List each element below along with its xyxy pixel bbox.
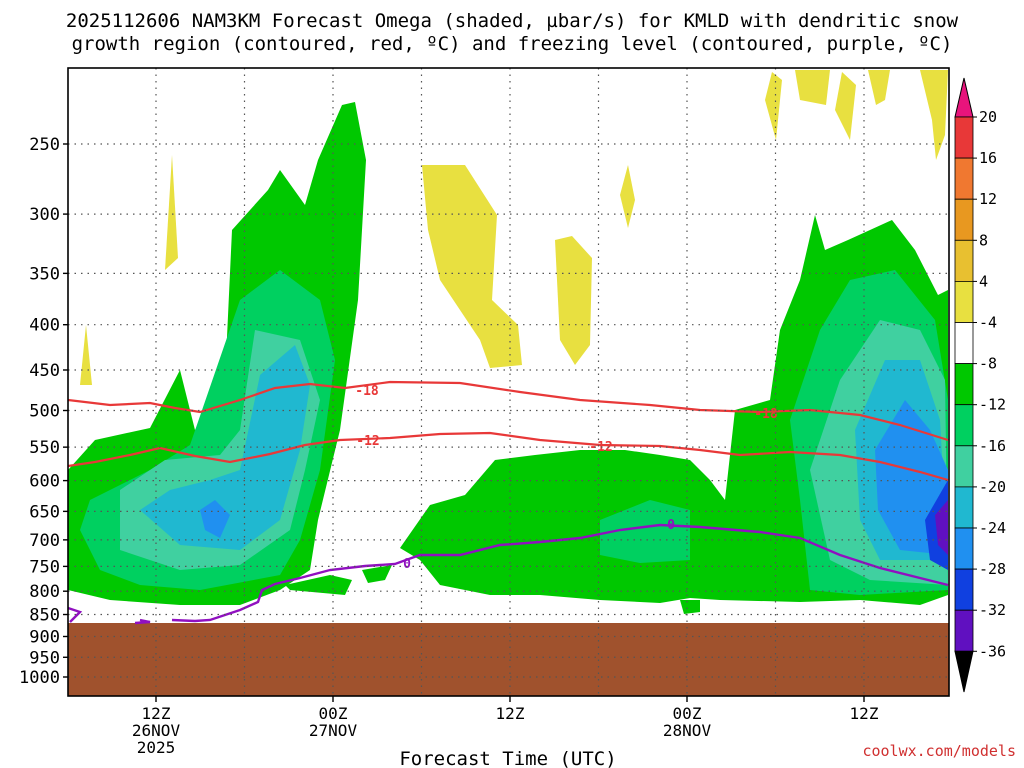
- colorbar-label: 4: [979, 272, 988, 290]
- colorbar-label: 8: [979, 231, 988, 249]
- colorbar-segment: [955, 569, 973, 610]
- y-tick-label: 700: [29, 531, 60, 551]
- colorbar-label: -24: [979, 519, 1006, 537]
- colorbar-segment: [955, 610, 973, 651]
- y-tick-label: 350: [29, 264, 60, 284]
- y-tick-label: 650: [29, 502, 60, 522]
- colorbar-label: -28: [979, 560, 1006, 578]
- y-tick-label: 300: [29, 205, 60, 225]
- colorbar-top-arrow: [955, 78, 973, 117]
- x-tick-label: 2025: [137, 738, 176, 757]
- omega-patch-yellow: [795, 70, 830, 105]
- omega-patch-yellow: [920, 70, 948, 160]
- y-tick-label: 500: [29, 402, 60, 422]
- omega-patch-yellow: [620, 165, 635, 228]
- chart-svg: -18 -18 -12 -12 0 0 25030035040045050055…: [0, 0, 1024, 768]
- x-axis-title: Forecast Time (UTC): [399, 748, 616, 768]
- y-tick-label: 800: [29, 582, 60, 602]
- colorbar-segment: [955, 405, 973, 446]
- colorbar-label: 20: [979, 108, 997, 126]
- contour-label-zero-a: 0: [403, 557, 411, 572]
- omega-patch-green: [680, 600, 700, 614]
- colorbar-segment: [955, 240, 973, 281]
- colorbar-segment: [955, 364, 973, 405]
- colorbar-label: 12: [979, 190, 997, 208]
- omega-patch-yellow: [835, 72, 856, 140]
- x-tick-label: 27NOV: [309, 721, 358, 740]
- omega-patch-yellow: [555, 236, 592, 365]
- y-axis: 2503003504004505005506006507007508008509…: [19, 135, 68, 688]
- omega-patch-yellow: [80, 325, 92, 385]
- x-tick-label: 12Z: [496, 704, 525, 723]
- omega-patch-green: [362, 565, 392, 583]
- colorbar-segment: [955, 446, 973, 487]
- x-tick-label: 28NOV: [663, 721, 712, 740]
- terrain-underground: [68, 623, 949, 696]
- colorbar-segment: [955, 158, 973, 199]
- y-tick-label: 600: [29, 472, 60, 492]
- colorbar: 20 16 12 8 4 -4 -8 -12 -16 -20 -24 -28 -32 -36: [955, 78, 1006, 692]
- omega-shading: [68, 70, 949, 696]
- colorbar-label: -16: [979, 437, 1006, 455]
- colorbar-label: -12: [979, 396, 1006, 414]
- colorbar-segment: [955, 528, 973, 569]
- contour-label-zero-b: 0: [667, 518, 675, 533]
- colorbar-label: 16: [979, 149, 997, 167]
- colorbar-label: -8: [979, 355, 997, 373]
- y-tick-label: 850: [29, 606, 60, 626]
- colorbar-bottom-arrow: [955, 651, 973, 692]
- omega-patch-yellow: [868, 70, 890, 105]
- y-tick-label: 400: [29, 316, 60, 336]
- colorbar-segment: [955, 487, 973, 528]
- credit-label: coolwx.com/models: [862, 742, 1016, 760]
- y-tick-label: 450: [29, 361, 60, 381]
- colorbar-segment: [955, 117, 973, 158]
- omega-patch-yellow: [165, 155, 178, 270]
- colorbar-segment: [955, 281, 973, 322]
- omega-patch-yellow: [765, 72, 782, 140]
- contour-label-minus18-a: -18: [355, 384, 379, 399]
- y-tick-label: 900: [29, 627, 60, 647]
- colorbar-segment: [955, 323, 973, 364]
- colorbar-label: -36: [979, 642, 1006, 660]
- y-tick-label: 550: [29, 438, 60, 458]
- y-tick-label: 750: [29, 557, 60, 577]
- y-tick-label: 1000: [19, 668, 60, 688]
- y-tick-label: 950: [29, 648, 60, 668]
- colorbar-label: -4: [979, 314, 997, 332]
- colorbar-label: -32: [979, 601, 1006, 619]
- omega-patch-yellow: [422, 165, 522, 368]
- colorbar-label: -20: [979, 478, 1006, 496]
- colorbar-segment: [955, 199, 973, 240]
- y-tick-label: 250: [29, 135, 60, 155]
- x-tick-label: 12Z: [850, 704, 879, 723]
- contour-label-minus18-b: -18: [754, 407, 778, 422]
